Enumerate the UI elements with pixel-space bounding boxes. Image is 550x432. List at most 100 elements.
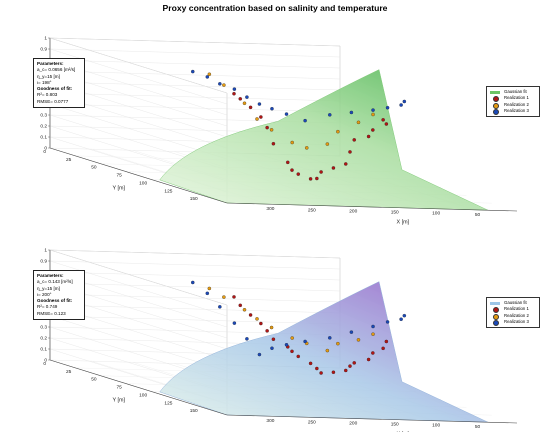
data-point [284,343,289,347]
data-point [265,125,269,130]
data-point [385,105,390,110]
gridline [49,37,341,47]
legend: Gaussian fit Realization 1 Realization 2… [486,297,540,329]
data-point [336,341,340,346]
data-point [308,177,313,181]
data-point [371,108,375,112]
y-axis-line [49,147,228,204]
data-point [207,286,212,291]
gridline [49,260,341,270]
data-point [207,72,212,76]
scatter-points [191,69,407,181]
y-tick-label: 50 [91,377,97,383]
gaussian-fit-surface [159,69,489,211]
data-point [205,75,210,79]
data-point [218,82,222,86]
data-point [296,172,301,176]
data-point [222,83,226,87]
gridline [49,92,341,102]
params-heading: Parameters: [37,273,64,278]
legend-label: Realization 2 [504,312,529,318]
z-tick-label: 1 [44,248,47,254]
param-line: ι= 198° [37,79,52,85]
gridline [49,103,341,113]
x-tick-label: 50 [475,424,481,430]
data-point [349,110,354,115]
data-point [385,320,390,324]
x-tick-label: 200 [349,208,357,214]
z-tick-label: 0.9 [40,259,47,265]
gridline [49,81,341,91]
fit-line: R²= 0.803 [37,92,58,98]
x-axis-label: X [m] [397,219,410,225]
param-line: a_c= 0.0656 [m²/s] [37,67,76,73]
series-2 [207,72,375,150]
series-3 [191,280,407,357]
data-point [290,168,294,172]
fit-line: R²= 0.749 [37,304,58,310]
data-point [344,162,348,166]
x-tick-label: 300 [266,418,274,424]
data-point [290,349,294,354]
y-tick-label: 0 [43,149,46,155]
data-point [245,95,249,99]
data-point [399,103,403,107]
data-point [315,176,319,181]
legend-label: Gaussian fit [504,89,527,94]
param-line: a_c= 0.143 [m²/s] [37,279,73,285]
surface-patch [159,281,489,423]
data-point [296,354,301,359]
legend-label: Realization 1 [504,306,529,312]
gridline [49,315,341,325]
z-tick-label: 0 [44,146,47,152]
data-point [284,112,289,116]
data-point [371,112,375,117]
data-point [325,142,330,146]
z-tick-label: 0.9 [40,47,47,53]
data-point [238,303,243,308]
y-tick-label: 25 [66,369,72,375]
data-point [384,339,389,344]
data-point [259,321,263,326]
realization-1-marker [493,96,499,103]
data-point [325,348,330,353]
x-axis-line [226,202,518,212]
y-tick-label: 75 [117,385,123,391]
x-tick-label: 100 [432,423,440,429]
fit-line: RMSE= 0.0777 [37,98,69,104]
data-point [245,337,249,341]
data-point [248,313,253,317]
legend-label: Realization 1 [504,95,529,101]
data-point [348,150,352,154]
legend-item: Realization 1 [490,95,536,103]
param-line: η_y=15 [m] [37,73,60,79]
gridline [49,282,341,292]
data-point [232,321,237,325]
data-point [303,118,307,123]
data-point [271,337,276,341]
y-tick-label: 75 [117,173,123,179]
data-point [270,346,274,350]
x-tick-label: 100 [432,211,440,217]
params-box: Parameters: a_c= 0.143 [m²/s] η_y=15 [m]… [33,270,85,321]
plot-panel-bottom: 00.10.20.30.40.50.60.70.80.9102550751001… [34,248,518,432]
data-point [331,166,336,170]
gridline [49,304,341,314]
z-tick-label: 0.2 [40,124,47,130]
series-1 [232,91,389,181]
plot-panel-top: 00.10.20.30.40.50.60.70.80.9102550751001… [34,36,518,225]
gridline [49,59,341,69]
data-point [286,160,290,165]
x-tick-label: 250 [308,207,316,213]
realization-3-marker [493,319,499,326]
y-tick-label: 100 [139,392,147,398]
legend-item: Realization 1 [490,306,536,314]
z-tick-label: 0.2 [40,336,47,342]
data-point [352,361,356,365]
legend-item: Realization 2 [490,312,536,320]
param-line: ι= 200° [37,291,52,297]
data-point [371,351,375,355]
z-tick-label: 0.3 [40,325,47,331]
data-point [371,128,375,132]
